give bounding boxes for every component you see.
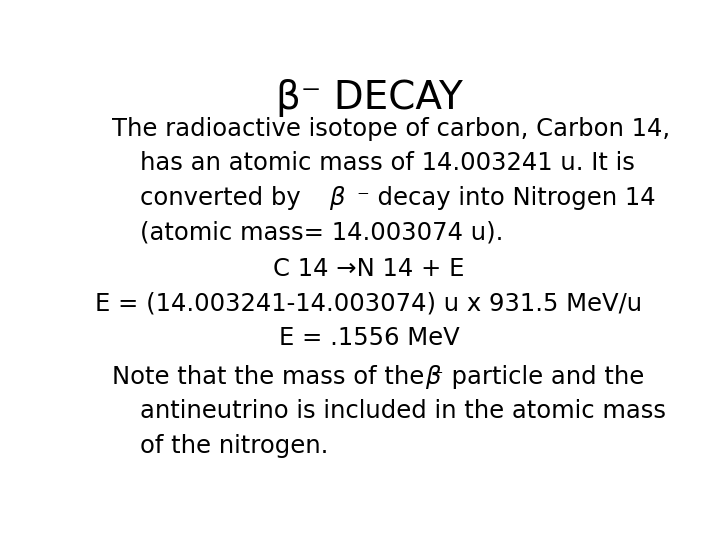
Text: Note that the mass of the: Note that the mass of the: [112, 364, 432, 389]
Text: β⁻ DECAY: β⁻ DECAY: [276, 79, 462, 117]
Text: β: β: [329, 186, 345, 210]
Text: ⁻ particle and the: ⁻ particle and the: [431, 364, 644, 389]
Text: E = .1556 MeV: E = .1556 MeV: [279, 326, 459, 350]
Text: The radioactive isotope of carbon, Carbon 14,: The radioactive isotope of carbon, Carbo…: [112, 117, 670, 141]
Text: C 14 →N 14 + E: C 14 →N 14 + E: [274, 257, 464, 281]
Text: β: β: [425, 364, 441, 389]
Text: antineutrino is included in the atomic mass: antineutrino is included in the atomic m…: [140, 399, 666, 423]
Text: converted by: converted by: [140, 186, 309, 210]
Text: (atomic mass= 14.003074 u).: (atomic mass= 14.003074 u).: [140, 220, 503, 244]
Text: of the nitrogen.: of the nitrogen.: [140, 434, 328, 457]
Text: E = (14.003241-14.003074) u x 931.5 MeV/u: E = (14.003241-14.003074) u x 931.5 MeV/…: [96, 292, 642, 315]
Text: ⁻ decay into Nitrogen 14: ⁻ decay into Nitrogen 14: [357, 186, 656, 210]
Text: has an atomic mass of 14.003241 u. It is: has an atomic mass of 14.003241 u. It is: [140, 151, 635, 176]
